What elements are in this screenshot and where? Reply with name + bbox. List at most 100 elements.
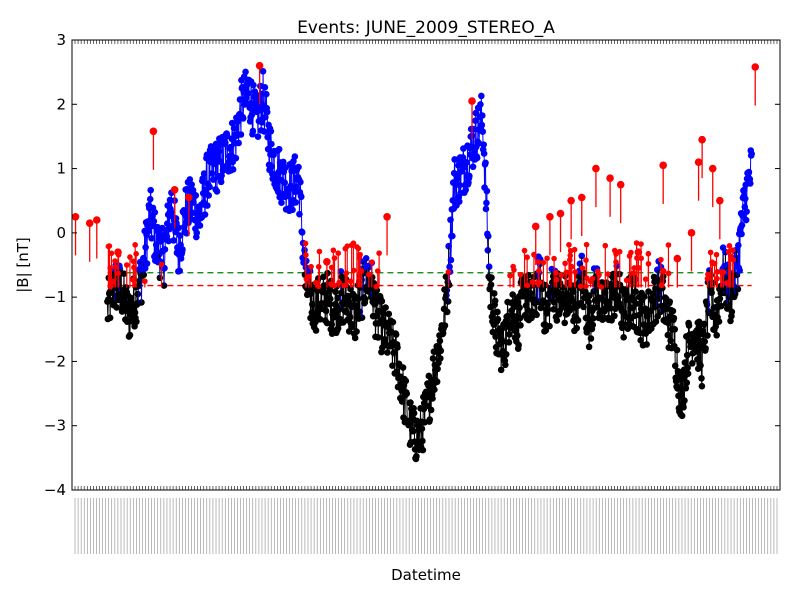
data-point: [358, 314, 366, 321]
event-point: [308, 263, 314, 270]
event-point: [544, 255, 550, 262]
event-point: [524, 282, 531, 289]
event-point: [705, 271, 711, 278]
event-peak: [170, 185, 179, 194]
event-point: [348, 242, 355, 249]
event-point: [354, 244, 360, 250]
data-point: [261, 83, 269, 91]
event-point: [563, 269, 570, 276]
event-point: [302, 240, 309, 247]
event-peak: [687, 229, 696, 237]
data-point: [477, 101, 484, 108]
event-point: [369, 259, 375, 265]
data-point: [728, 308, 736, 316]
event-peak: [659, 161, 667, 170]
chart-title: Events: JUNE_2009_STEREO_A: [297, 18, 555, 38]
event-point: [660, 268, 667, 275]
y-tick-label: −3: [44, 417, 66, 435]
event-point: [507, 272, 513, 279]
event-point: [536, 268, 542, 274]
data-point: [385, 323, 392, 331]
event-point: [562, 260, 568, 267]
event-peak: [255, 61, 264, 70]
event-point: [315, 283, 322, 290]
data-point: [506, 330, 513, 338]
event-peak: [634, 248, 643, 256]
event-point: [579, 265, 586, 271]
event-point: [445, 269, 452, 275]
data-point: [228, 119, 236, 127]
event-peak: [531, 222, 540, 231]
data-point: [322, 307, 330, 315]
event-point: [303, 252, 309, 258]
threshold-lines: [107, 272, 752, 287]
event-point: [645, 260, 652, 267]
event-point: [127, 254, 133, 260]
event-point: [510, 263, 516, 270]
event-point: [350, 267, 357, 274]
data-point: [312, 327, 320, 334]
event-point: [553, 276, 560, 283]
event-point: [613, 259, 619, 265]
event-point: [142, 278, 148, 285]
data-point: [695, 324, 703, 331]
event-point: [366, 271, 372, 278]
event-point: [584, 275, 590, 281]
event-point: [328, 281, 334, 287]
data-point: [573, 324, 580, 332]
data-point: [715, 318, 723, 325]
event-point: [709, 259, 715, 265]
event-point: [726, 243, 733, 249]
data-point: [731, 290, 739, 298]
event-point: [714, 268, 721, 275]
event-peak: [185, 193, 193, 202]
data-point: [106, 288, 114, 296]
event-peak: [716, 196, 724, 205]
event-point: [312, 279, 319, 286]
y-tick-label: 3: [56, 31, 66, 49]
event-point: [521, 247, 528, 254]
event-point: [328, 264, 335, 271]
event-point: [336, 279, 342, 286]
event-peaks-layer: [71, 61, 760, 288]
event-point: [535, 259, 542, 265]
data-point: [487, 281, 495, 289]
event-point: [105, 243, 112, 250]
event-peak: [592, 164, 600, 173]
event-point: [631, 265, 638, 271]
y-axis-label: |B| [nT]: [14, 237, 32, 293]
event-point: [611, 247, 618, 254]
event-peak: [708, 164, 717, 173]
event-point: [566, 241, 572, 248]
event-point: [571, 246, 578, 253]
event-point: [719, 269, 725, 276]
data-point: [681, 397, 688, 404]
event-point: [658, 256, 664, 263]
data-point: [445, 281, 453, 289]
event-point: [605, 271, 611, 277]
data-point: [587, 335, 595, 342]
data-point: [434, 365, 441, 373]
data-point: [589, 321, 597, 329]
event-peak: [85, 219, 94, 228]
event-point: [707, 249, 714, 256]
data-point: [574, 317, 582, 324]
event-point: [517, 271, 524, 278]
data-point: [444, 298, 452, 305]
event-point: [729, 247, 736, 253]
data-point: [140, 271, 148, 279]
event-peak: [92, 216, 101, 224]
event-point: [658, 282, 665, 289]
data-point: [620, 334, 627, 341]
data-point: [443, 308, 451, 316]
event-point: [567, 252, 574, 259]
data-point: [748, 150, 755, 158]
event-point: [616, 248, 623, 255]
event-point: [638, 241, 644, 247]
event-point: [315, 263, 322, 270]
event-point: [123, 262, 130, 268]
data-point: [546, 322, 553, 330]
data-point: [501, 361, 509, 369]
event-peak: [149, 127, 158, 136]
event-point: [132, 242, 138, 248]
